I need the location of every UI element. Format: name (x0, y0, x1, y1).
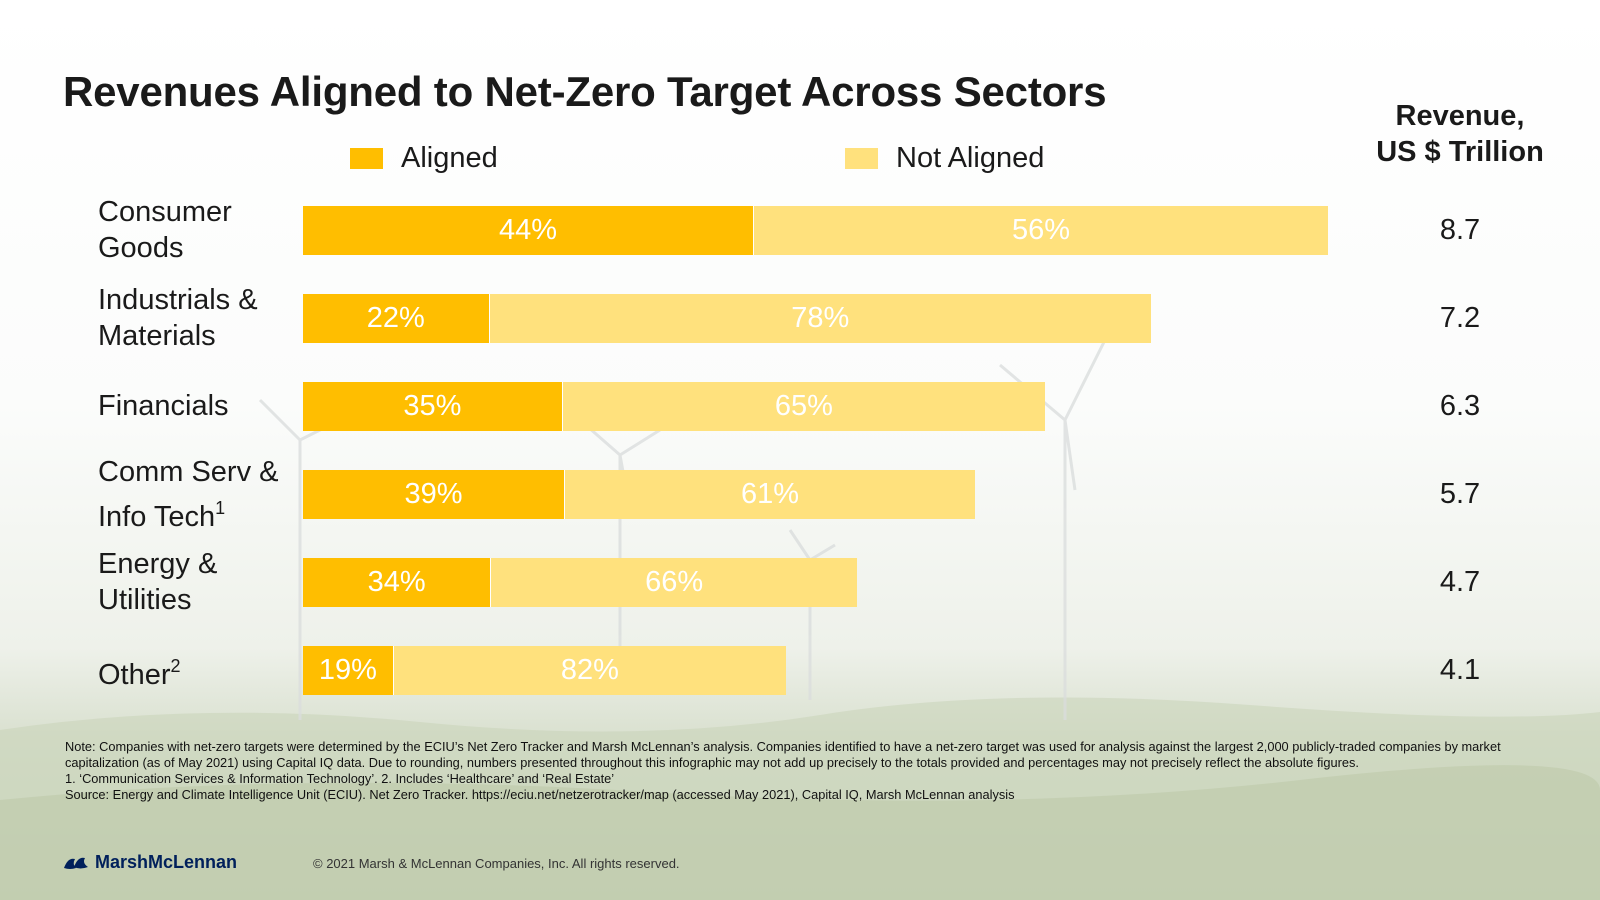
category-label-line: Goods (98, 230, 232, 266)
revenue-column-header: Revenue, US $ Trillion (1360, 98, 1560, 170)
marsh-mclennan-logo-icon (64, 857, 88, 869)
category-label: Consumer Goods (98, 186, 298, 274)
category-label-line: Info Tech1 (98, 490, 278, 535)
category-label-text: Goods (98, 232, 184, 264)
chart-row: Other2 19% 82% 4.1 (0, 626, 1600, 714)
revenue-value: 5.7 (1439, 478, 1481, 510)
chart-title: Revenues Aligned to Net-Zero Target Acro… (63, 68, 1107, 115)
bar-segment-not-aligned: 66% (491, 558, 857, 607)
legend-item-aligned: Aligned (350, 142, 498, 175)
bar-segment-aligned: 39% (303, 470, 566, 519)
stacked-bar: 34% 66% (303, 558, 857, 607)
category-label-line: Other2 (98, 648, 181, 693)
category-label: Energy & Utilities (98, 538, 298, 626)
bar-segment-aligned: 34% (303, 558, 492, 607)
category-label: Comm Serv & Info Tech1 (98, 450, 298, 538)
bar-segment-aligned: 44% (303, 206, 754, 255)
category-label-text: Info Tech (98, 500, 216, 533)
copyright-text: © 2021 Marsh & McLennan Companies, Inc. … (313, 856, 680, 871)
category-label: Financials (98, 362, 298, 450)
data-label: 66% (645, 566, 704, 598)
data-label: 78% (791, 302, 850, 334)
bar-segment-aligned: 35% (303, 382, 563, 431)
data-label: 35% (403, 390, 462, 422)
data-label: 39% (404, 478, 463, 510)
category-label-text: Industrials & (98, 284, 258, 316)
category-label-text: Materials (98, 320, 216, 352)
category-label-text: Financials (98, 390, 229, 422)
data-label: 61% (741, 478, 800, 510)
revenue-header-line-1: Revenue, (1395, 100, 1525, 132)
revenue-header-line-2: US $ Trillion (1376, 136, 1544, 168)
notes-section: Note: Companies with net-zero targets we… (65, 739, 1545, 803)
chart-row: Financials 35% 65% 6.3 (0, 362, 1600, 450)
category-label-text: Energy & (98, 548, 218, 580)
revenue-value: 4.1 (1439, 654, 1481, 686)
legend-label-aligned: Aligned (401, 142, 498, 174)
revenue-value: 4.7 (1439, 566, 1481, 598)
category-label-line: Financials (98, 388, 229, 424)
brand-name: MarshMcLennan (95, 852, 238, 872)
revenue-value: 6.3 (1439, 390, 1481, 422)
bar-segment-aligned: 22% (303, 294, 490, 343)
brand-logo: MarshMcLennan (63, 852, 237, 873)
chart-legend: Aligned Not Aligned (350, 142, 1150, 182)
stacked-bar: 39% 61% (303, 470, 975, 519)
legend-swatch-aligned (350, 148, 383, 169)
category-label-text: Other (98, 658, 171, 691)
bar-segment-not-aligned: 61% (565, 470, 975, 519)
legend-swatch-not-aligned (845, 148, 878, 169)
revenue-value: 8.7 (1439, 214, 1481, 246)
category-label-line: Energy & (98, 546, 217, 582)
category-label-text: Comm Serv & (98, 455, 279, 488)
bar-segment-not-aligned: 56% (754, 206, 1328, 255)
legend-label-not-aligned: Not Aligned (896, 142, 1045, 174)
footnote-marker: 2 (170, 655, 181, 676)
data-label: 19% (318, 654, 377, 686)
stacked-bar: 22% 78% (303, 294, 1151, 343)
category-label-line: Consumer (98, 194, 232, 230)
chart-row: Industrials & Materials 22% 78% 7.2 (0, 274, 1600, 362)
chart-row: Consumer Goods 44% 56% 8.7 (0, 186, 1600, 274)
bar-segment-aligned: 19% (303, 646, 394, 695)
data-label: 34% (367, 566, 426, 598)
bar-segment-not-aligned: 82% (393, 646, 786, 695)
category-label-line: Industrials & (98, 282, 258, 318)
data-label: 82% (560, 654, 619, 686)
category-label-line: Utilities (98, 582, 217, 618)
stacked-bar: 19% 82% (303, 646, 786, 695)
category-label: Other2 (98, 626, 298, 714)
category-label-line: Comm Serv & (98, 454, 278, 490)
legend-item-not-aligned: Not Aligned (845, 142, 1044, 175)
data-label: 22% (366, 302, 425, 334)
note-text: Note: Companies with net-zero targets we… (65, 739, 1501, 770)
stacked-bar: 35% 65% (303, 382, 1045, 431)
stacked-bar: 44% 56% (303, 206, 1328, 255)
data-label: 44% (498, 214, 558, 246)
bar-segment-not-aligned: 65% (562, 382, 1045, 431)
footnote-marker: 1 (215, 497, 226, 518)
category-label-text: Consumer (98, 196, 232, 228)
chart-row: Energy & Utilities 34% 66% 4.7 (0, 538, 1600, 626)
category-label-text: Utilities (98, 584, 192, 616)
source-text: Source: Energy and Climate Intelligence … (65, 787, 1015, 802)
revenue-value: 7.2 (1439, 302, 1481, 334)
chart-row: Comm Serv & Info Tech1 39% 61% 5.7 (0, 450, 1600, 538)
category-label-line: Materials (98, 318, 258, 354)
bar-segment-not-aligned: 78% (489, 294, 1151, 343)
data-label: 56% (1011, 214, 1071, 246)
footnotes-text: 1. ‘Communication Services & Information… (65, 771, 615, 786)
category-label: Industrials & Materials (98, 274, 298, 362)
data-label: 65% (774, 390, 833, 422)
